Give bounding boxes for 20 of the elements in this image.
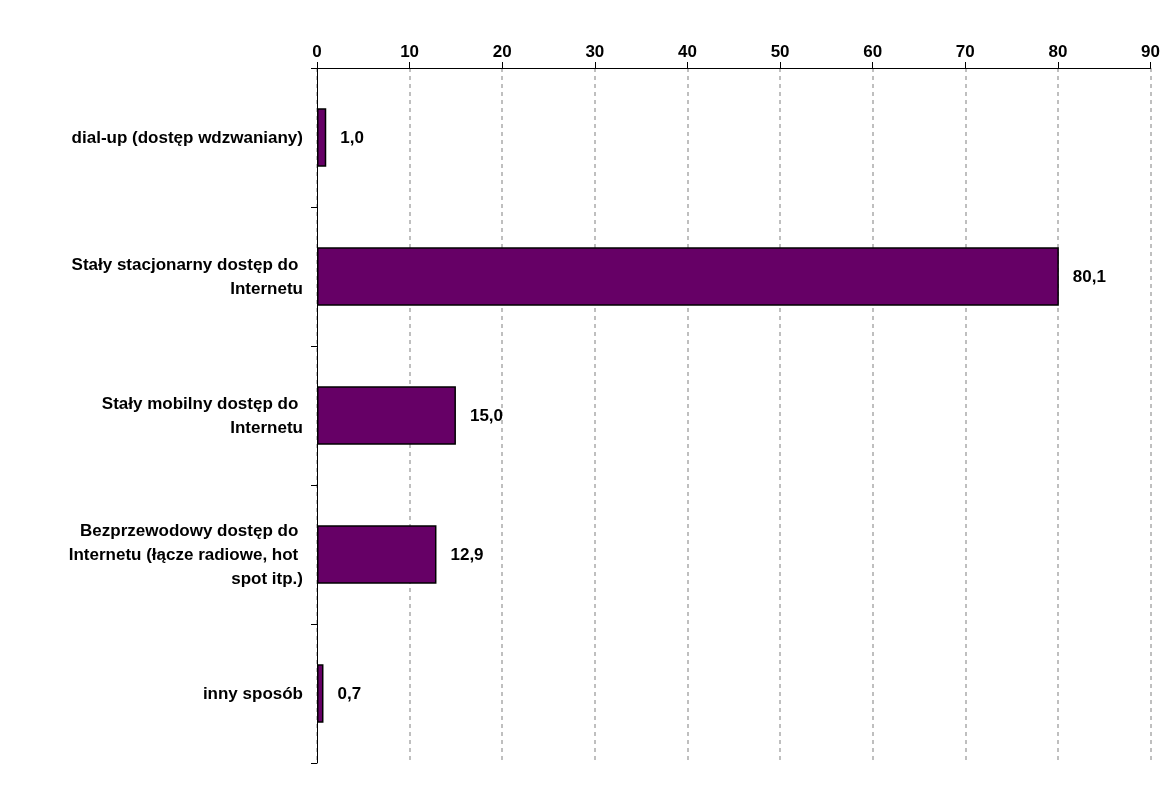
y-tick-label: dial-up (dostęp wdzwaniany) [71, 128, 303, 147]
y-tick-label: Stały stacjonarny dostęp do Internetu [71, 255, 303, 298]
x-tick-label: 20 [492, 42, 512, 61]
x-tick-label: 0 [312, 42, 322, 61]
data-label: 1,0 [340, 128, 364, 147]
y-tick-label: Stały mobilny dostęp do Internetu [101, 394, 303, 437]
x-tick-label: 10 [400, 42, 420, 61]
x-tick-label: 70 [955, 42, 975, 61]
x-tick-label: 80 [1048, 42, 1068, 61]
x-tick-label: 60 [863, 42, 883, 61]
data-label: 12,9 [450, 545, 484, 564]
x-tick-label: 40 [678, 42, 697, 61]
x-tick-label: 30 [585, 42, 605, 61]
data-label: 80,1 [1072, 267, 1106, 286]
x-tick-label: 90 [1141, 42, 1161, 61]
data-label: 15,0 [469, 406, 504, 425]
x-tick-label: 50 [770, 42, 790, 61]
y-tick-label: inny sposób [202, 684, 303, 703]
data-label: 0,7 [337, 684, 362, 703]
y-tick-label: Bezprzewodowy dostęp do Internetu (łącze radiowe, hot spot itp.) [68, 521, 303, 588]
